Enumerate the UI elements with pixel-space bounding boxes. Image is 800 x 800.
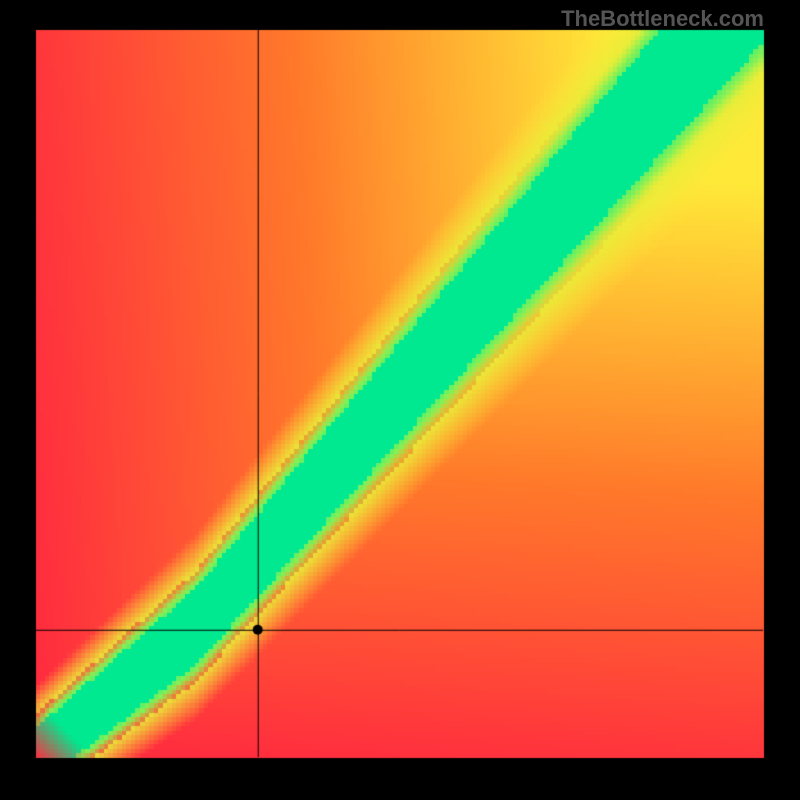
watermark-text: TheBottleneck.com bbox=[561, 6, 764, 32]
chart-container: TheBottleneck.com bbox=[0, 0, 800, 800]
bottleneck-heatmap bbox=[0, 0, 800, 800]
